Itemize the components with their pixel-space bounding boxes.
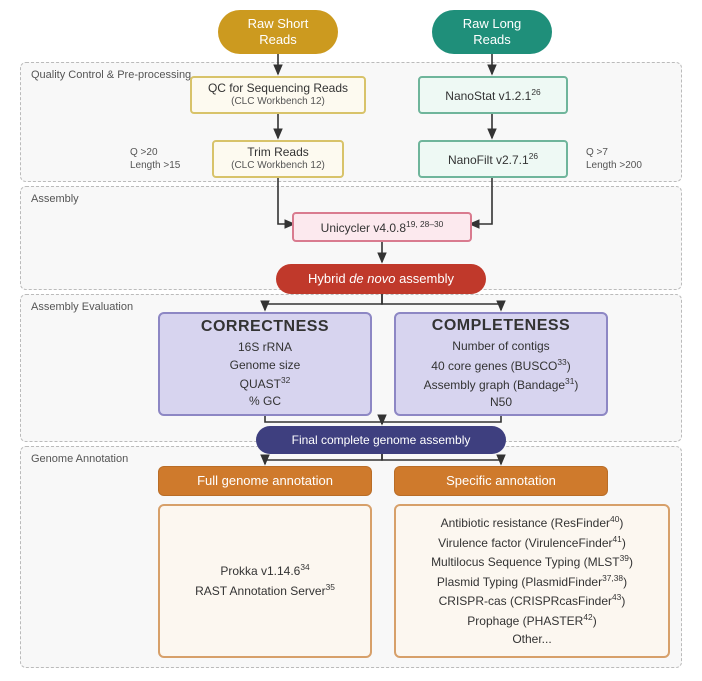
title: Trim Reads	[247, 145, 309, 160]
section-label-assembly: Assembly	[31, 193, 79, 205]
caption-trim-params: Q >20 Length >15	[130, 146, 180, 172]
lines: 16S rRNAGenome sizeQUAST32% GC	[230, 339, 301, 411]
node-specific-annotation-list: Antibiotic resistance (ResFinder40)Virul…	[394, 504, 670, 658]
text: Reads	[259, 32, 297, 48]
node-hybrid-assembly: Hybrid de novo assembly	[276, 264, 486, 294]
node-full-annotation-header: Full genome annotation	[158, 466, 372, 496]
label: Final complete genome assembly	[292, 433, 471, 448]
node-trim-reads: Trim Reads (CLC Workbench 12)	[212, 140, 344, 178]
label: Full genome annotation	[197, 473, 333, 489]
text: Reads	[473, 32, 511, 48]
title: QC for Sequencing Reads	[208, 81, 348, 96]
node-specific-annotation-header: Specific annotation	[394, 466, 608, 496]
node-nanofilt: NanoFilt v2.7.126	[418, 140, 568, 178]
title: CORRECTNESS	[201, 317, 329, 337]
section-label-anno: Genome Annotation	[31, 453, 128, 465]
title: NanoStat v1.2.126	[445, 87, 540, 104]
label: Hybrid de novo assembly	[308, 271, 454, 287]
title: COMPLETENESS	[432, 316, 570, 336]
text: Raw Long	[463, 16, 522, 32]
section-label-eval: Assembly Evaluation	[31, 301, 133, 313]
text: Raw Short	[248, 16, 309, 32]
node-raw-long-reads: Raw Long Reads	[432, 10, 552, 54]
node-raw-short-reads: Raw Short Reads	[218, 10, 338, 54]
node-final-assembly: Final complete genome assembly	[256, 426, 506, 454]
subtitle: (CLC Workbench 12)	[231, 160, 325, 173]
section-label-qc: Quality Control & Pre-processing	[31, 69, 191, 81]
node-qc-short: QC for Sequencing Reads (CLC Workbench 1…	[190, 76, 366, 114]
caption-nanofilt-params: Q >7 Length >200	[586, 146, 642, 172]
label: Specific annotation	[446, 473, 556, 489]
subtitle: (CLC Workbench 12)	[231, 96, 325, 109]
lines: Number of contigs40 core genes (BUSCO33)…	[424, 338, 579, 412]
node-full-annotation-list: Prokka v1.14.634RAST Annotation Server35	[158, 504, 372, 658]
node-completeness: COMPLETENESS Number of contigs40 core ge…	[394, 312, 608, 416]
node-nanostat: NanoStat v1.2.126	[418, 76, 568, 114]
node-correctness: CORRECTNESS 16S rRNAGenome sizeQUAST32% …	[158, 312, 372, 416]
title: NanoFilt v2.7.126	[448, 151, 538, 168]
node-unicycler: Unicycler v4.0.819, 28–30	[292, 212, 472, 242]
title: Unicycler v4.0.819, 28–30	[321, 219, 444, 236]
